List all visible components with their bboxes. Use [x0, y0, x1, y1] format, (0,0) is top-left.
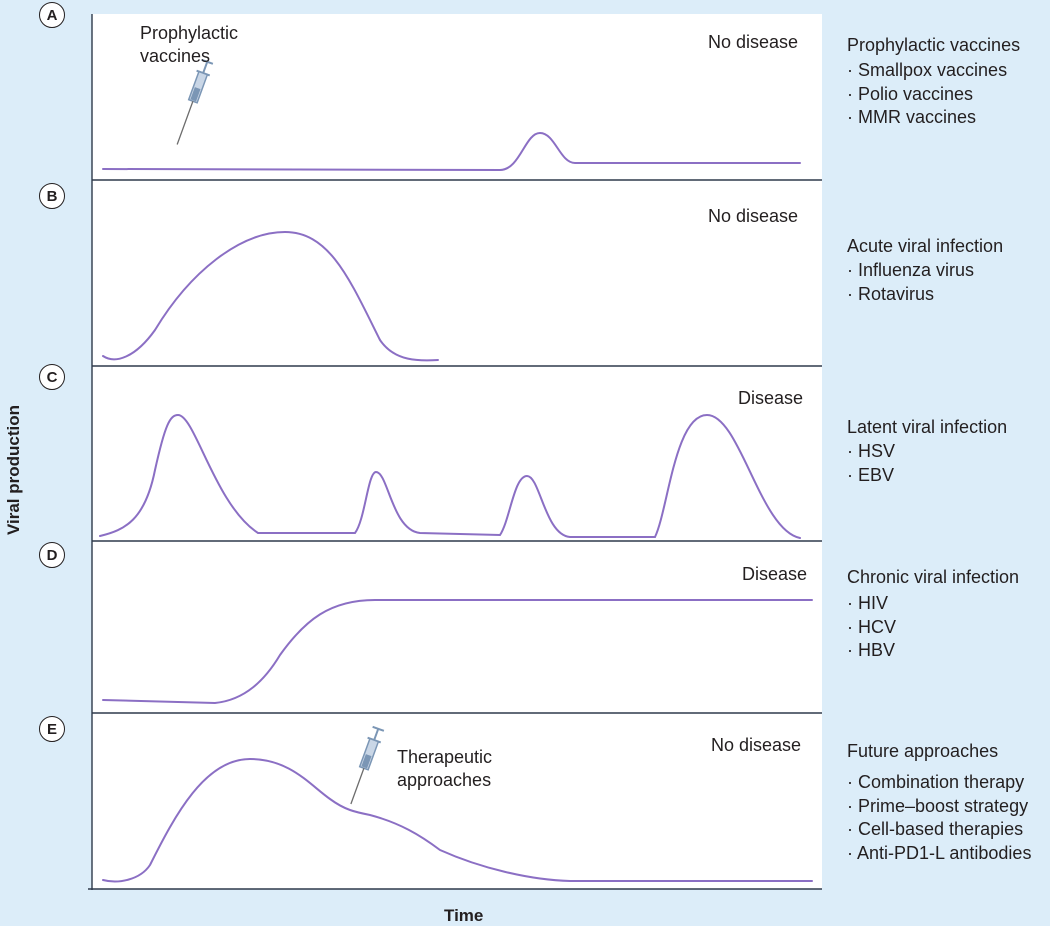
panel-letter: C: [39, 364, 65, 390]
example-list: Smallpox vaccines Polio vaccines MMR vac…: [847, 59, 1020, 130]
therapy-annotation: Therapeutic approaches: [397, 747, 493, 790]
example-item: Smallpox vaccines: [847, 59, 1020, 83]
example-item: HCV: [847, 616, 1019, 640]
panel-letter: A: [39, 2, 65, 28]
plot-area: [92, 14, 822, 889]
panel-legend: Latent viral infection HSV EBV: [847, 417, 1007, 487]
category-title: Latent viral infection: [847, 417, 1008, 437]
viral-curve-c: [99, 413, 801, 539]
example-list: HIV HCV HBV: [847, 592, 1019, 663]
panel-legend: Chronic viral infection HIV HCV HBV: [847, 567, 1019, 663]
example-list: HSV EBV: [847, 439, 1007, 487]
outcome-label: No disease: [708, 32, 799, 52]
panel-legend: Acute viral infection Influenza virus Ro…: [847, 236, 1003, 306]
viral-curve-e: [102, 757, 813, 883]
viral-curve-a: [102, 131, 801, 172]
example-item: EBV: [847, 463, 1007, 487]
example-list: Influenza virus Rotavirus: [847, 258, 1003, 306]
example-item: Prime–boost strategy: [847, 795, 1031, 819]
panel-legend: Future approaches Combination therapy Pr…: [847, 741, 1031, 865]
outcome-label: Disease: [738, 388, 804, 408]
example-item: Anti-PD1-L antibodies: [847, 842, 1031, 866]
panel-legend: Prophylactic vaccines Smallpox vaccines …: [847, 35, 1020, 130]
viral-curve-d: [102, 599, 813, 705]
example-item: HSV: [847, 439, 1007, 463]
category-title: Chronic viral infection: [847, 567, 1020, 587]
x-axis-label: Time: [444, 906, 484, 925]
outcome-label: Disease: [742, 564, 808, 584]
syringe-icon: [176, 58, 214, 145]
category-title: Prophylactic vaccines: [847, 35, 1021, 55]
panel-letter: B: [39, 183, 65, 209]
panel-letter: E: [39, 716, 65, 742]
example-item: Rotavirus: [847, 282, 1003, 306]
example-item: Cell-based therapies: [847, 818, 1031, 842]
example-item: HBV: [847, 639, 1019, 663]
outcome-label: No disease: [711, 735, 802, 755]
example-item: MMR vaccines: [847, 106, 1020, 130]
category-title: Acute viral infection: [847, 236, 1004, 256]
example-list: Combination therapy Prime–boost strategy…: [847, 771, 1031, 865]
category-title: Future approaches: [847, 741, 999, 761]
example-item: Influenza virus: [847, 258, 1003, 282]
viral-curve-b: [102, 230, 439, 362]
example-item: Combination therapy: [847, 771, 1031, 795]
example-item: Polio vaccines: [847, 83, 1020, 107]
outcome-label: No disease: [708, 206, 799, 226]
syringe-icon: [350, 725, 385, 805]
panel-letter: D: [39, 542, 65, 568]
vaccine-annotation: Prophylactic vaccines: [140, 23, 239, 66]
y-axis-label: Viral production: [4, 404, 23, 536]
example-item: HIV: [847, 592, 1019, 616]
